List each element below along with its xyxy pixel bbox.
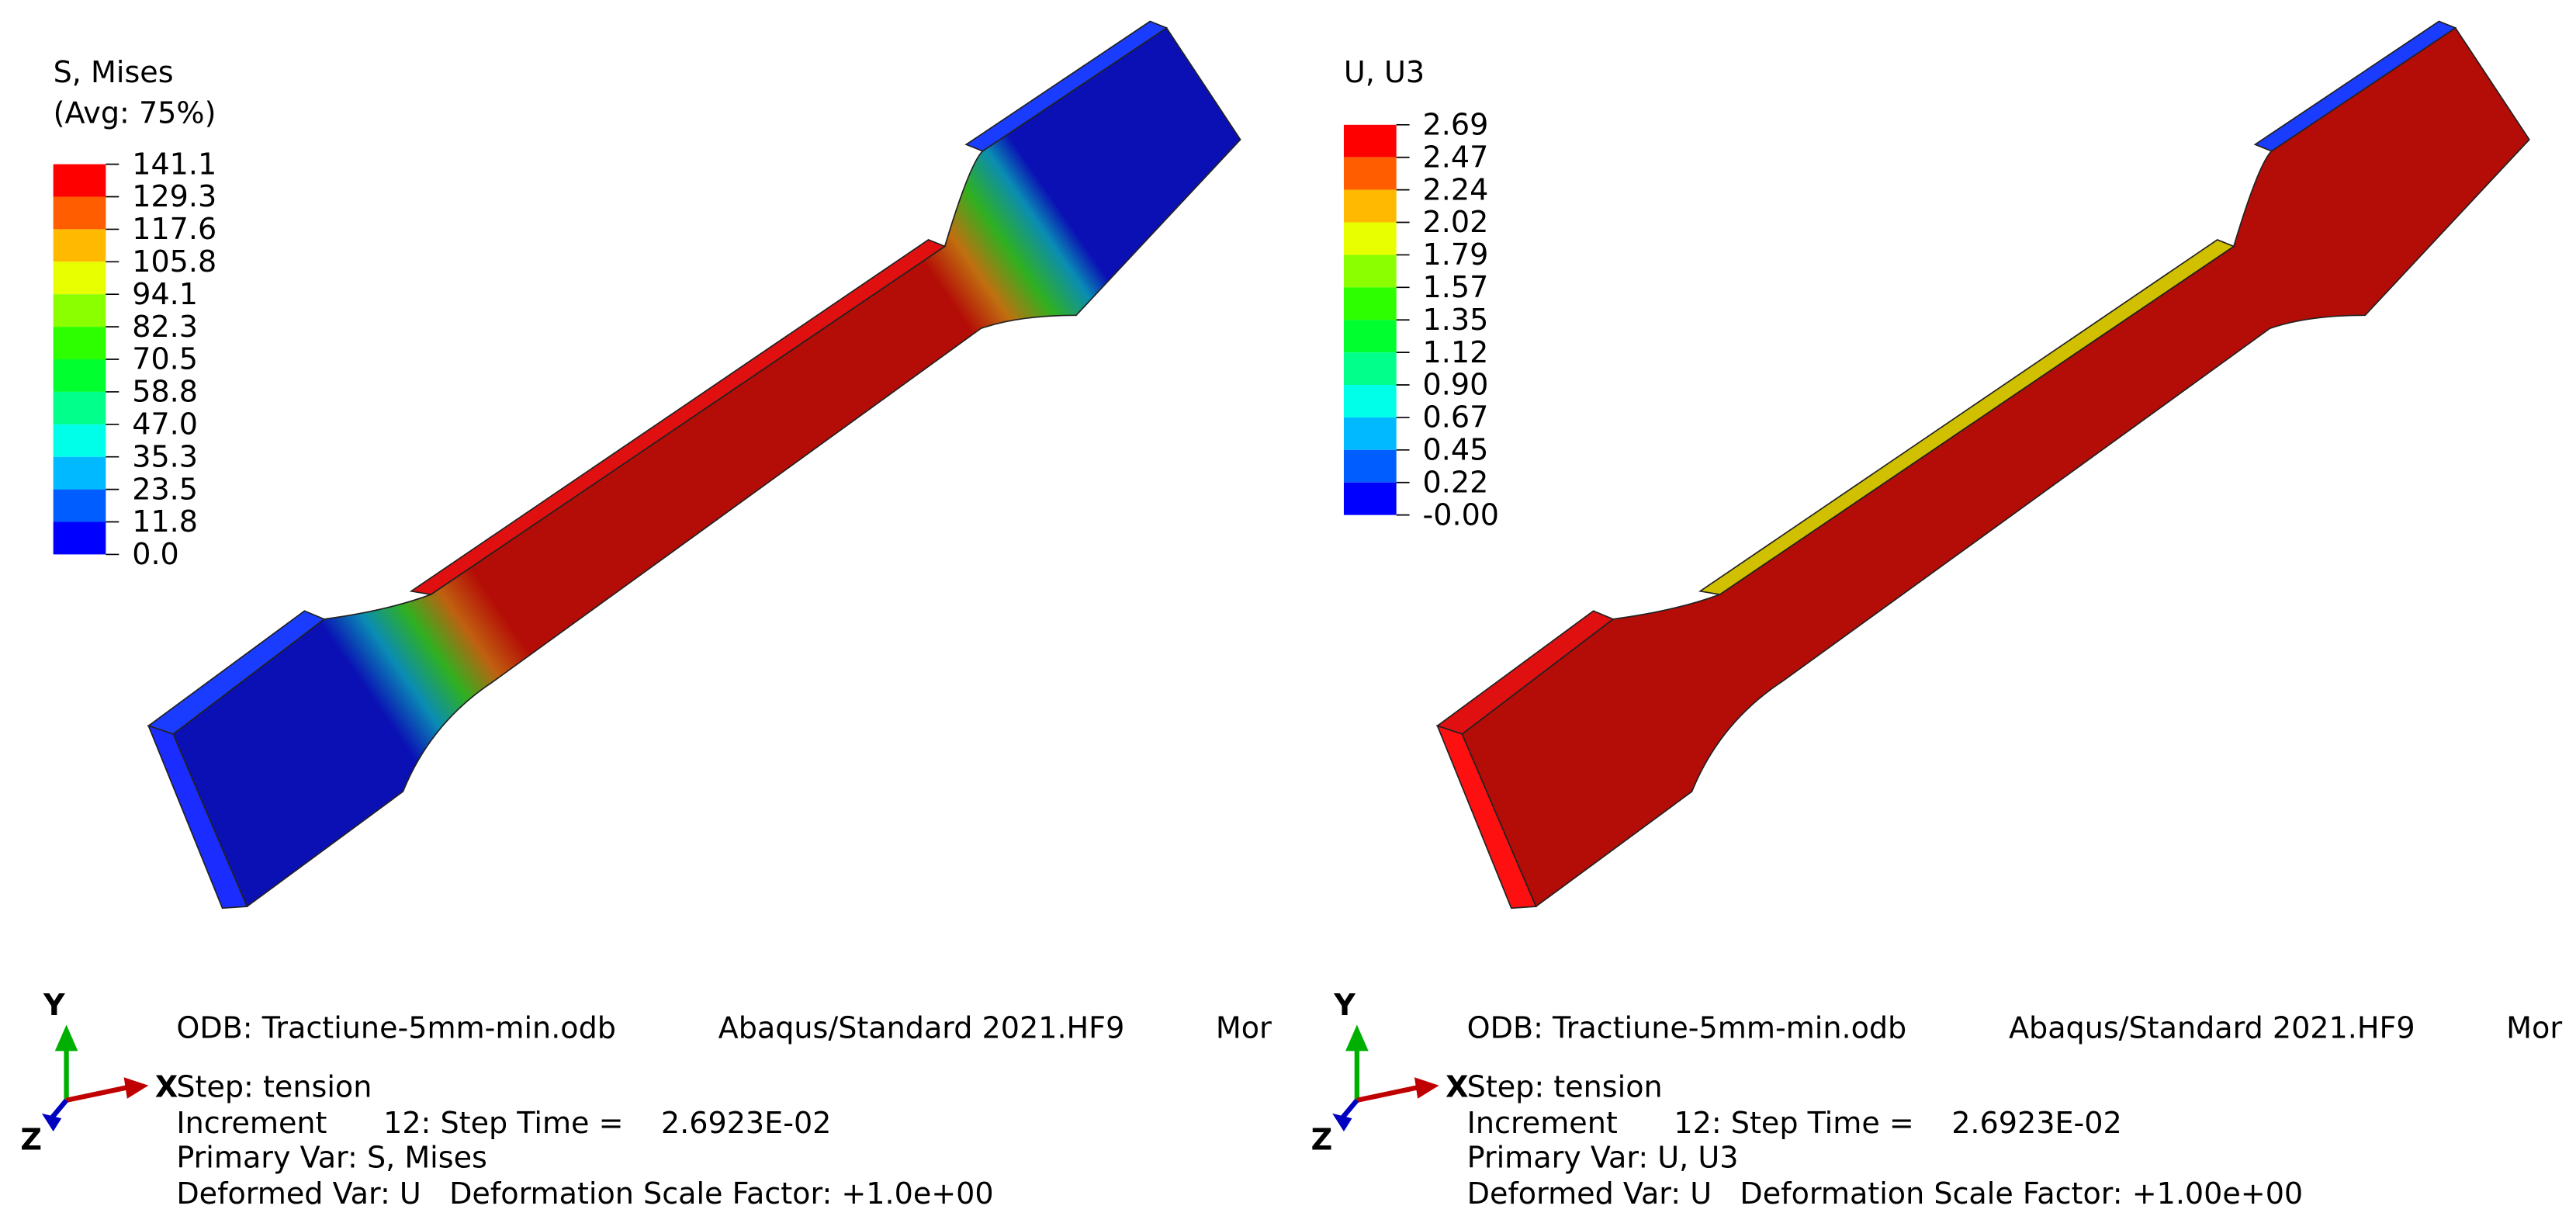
z-axis-label: Z (20, 1122, 42, 1156)
legend-label: 1.12 (1423, 335, 1489, 369)
legend-label: 1.57 (1423, 270, 1489, 304)
legend-label: 0.90 (1423, 368, 1489, 402)
legend-label: 82.3 (132, 310, 198, 344)
legend-band (1343, 352, 1397, 386)
legend-band (1343, 157, 1397, 190)
legend-label: 0.67 (1423, 400, 1489, 435)
date: Mon (2506, 1010, 2568, 1045)
legend: S, Mises (Avg: 75%) 141.1129.3117.6105.894… (53, 55, 216, 571)
legend-band (53, 521, 106, 555)
legend-title: S, Mises (54, 55, 174, 89)
y-arrow-head (1345, 1024, 1369, 1052)
x-axis-label: X (155, 1070, 178, 1104)
specimen (1435, 20, 2530, 910)
x-arrow-head (1414, 1077, 1439, 1099)
legend-band (1343, 189, 1397, 223)
info-line: Deformed Var: U Deformation Scale Factor… (176, 1176, 993, 1211)
legend-label: 117.6 (132, 212, 216, 246)
legend-label: 35.3 (132, 439, 198, 473)
legend-band (53, 327, 106, 360)
y-arrow-head (54, 1024, 78, 1052)
z-arrow-head (1332, 1113, 1352, 1132)
legend-title: U, U3 (1344, 55, 1425, 89)
legend-label: 70.5 (132, 342, 198, 376)
legend: U, U3 2.692.472.242.021.791.571.351.120.9… (1343, 55, 1500, 532)
legend-label: 2.69 (1423, 108, 1489, 142)
y-axis-label: Y (1333, 988, 1356, 1022)
info-line: Primary Var: U, U3 (1467, 1141, 1739, 1175)
odb-name: ODB: Tractiune-5mm-min.odb (1467, 1010, 1907, 1045)
solver-version: Abaqus/Standard 2021.HF9 (2009, 1010, 2415, 1045)
legend-label: 0.0 (132, 537, 179, 571)
legend-band (1343, 255, 1397, 288)
legend-band (53, 294, 106, 327)
info-block: ODB: Tractiune-5mm-min.odb Abaqus/Standar… (176, 1010, 1278, 1211)
info-line: Step: tension (1467, 1070, 1663, 1104)
y-axis-label: Y (43, 988, 65, 1022)
legend-label: 2.47 (1423, 140, 1489, 174)
info-block: ODB: Tractiune-5mm-min.odb Abaqus/Standar… (1467, 1010, 2568, 1211)
legend-band (53, 456, 106, 490)
legend-label: 129.3 (132, 179, 216, 213)
legend-label: 23.5 (132, 472, 198, 506)
legend-band (53, 196, 106, 230)
legend-label: -0.00 (1423, 497, 1500, 532)
legend-label: 2.24 (1423, 172, 1489, 206)
specimen (147, 20, 1241, 910)
x-axis-label: X (1446, 1070, 1468, 1104)
legend-label: 0.45 (1423, 433, 1489, 467)
legend-label: 0.22 (1423, 465, 1489, 499)
legend-band (53, 229, 106, 262)
legend-label: 2.02 (1423, 205, 1489, 239)
z-arrow-head (41, 1113, 62, 1132)
panel: U, U3 2.692.472.242.021.791.571.351.120.9… (1311, 20, 2568, 1211)
date: Mon (1216, 1010, 1278, 1045)
legend-title: (Avg: 75%) (54, 96, 216, 130)
axis-triad: Y X Z (20, 988, 178, 1157)
axis-triad: Y X Z (1311, 988, 1469, 1157)
legend-label: 141.1 (132, 147, 216, 181)
legend-label: 1.35 (1423, 303, 1489, 337)
legend-band (1343, 287, 1397, 320)
legend-label: 58.8 (132, 375, 198, 409)
legend-band (53, 424, 106, 457)
legend-band (53, 262, 106, 295)
legend-label: 1.79 (1423, 237, 1489, 272)
x-arrow (1356, 1084, 1420, 1103)
info-line: Deformed Var: U Deformation Scale Factor… (1467, 1176, 2304, 1211)
x-arrow-head (123, 1077, 149, 1099)
solver-version: Abaqus/Standard 2021.HF9 (718, 1010, 1125, 1045)
legend-band (53, 164, 106, 197)
info-line: Increment 12: Step Time = 2.6923E-02 (1467, 1106, 2122, 1140)
legend-band (53, 391, 106, 424)
legend-band (1343, 417, 1397, 450)
legend-band (1343, 385, 1397, 418)
legend-band (1343, 124, 1397, 158)
legend-band (53, 489, 106, 522)
legend-band (53, 359, 106, 392)
legend-label: 11.8 (132, 504, 198, 539)
panel: S, Mises (Avg: 75%) 141.1129.3117.6105.894… (20, 20, 1278, 1211)
z-axis-label: Z (1311, 1122, 1333, 1156)
x-arrow (65, 1084, 130, 1103)
info-line: Step: tension (176, 1070, 372, 1104)
legend-label: 105.8 (132, 244, 216, 279)
legend-label: 47.0 (132, 407, 198, 442)
legend-band (1343, 482, 1397, 515)
legend-band (1343, 449, 1397, 483)
legend-label: 94.1 (132, 277, 198, 311)
legend-band (1343, 320, 1397, 353)
legend-band (1343, 222, 1397, 255)
info-line: Increment 12: Step Time = 2.6923E-02 (176, 1106, 831, 1140)
odb-name: ODB: Tractiune-5mm-min.odb (176, 1010, 616, 1045)
info-line: Primary Var: S, Mises (176, 1141, 487, 1175)
